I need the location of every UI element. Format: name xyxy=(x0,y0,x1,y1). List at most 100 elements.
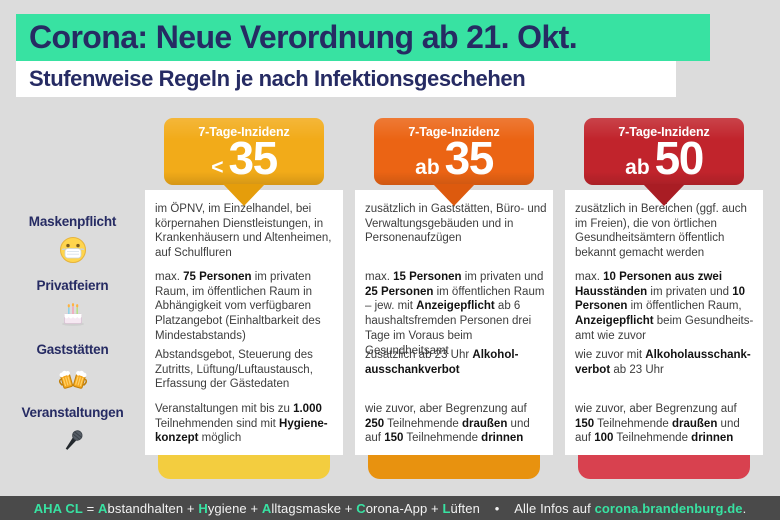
text-segment: drinnen xyxy=(691,432,734,445)
header-title: 7-Tage-Inzidenz xyxy=(198,125,290,139)
text-segment: C xyxy=(356,500,366,516)
text-segment: 250 xyxy=(365,417,385,430)
text-segment: draußen xyxy=(671,417,718,430)
row-label-veranstaltungen: Veranstaltungen xyxy=(21,405,124,420)
rule-cell-gaststaetten: Abstandsgebot, Steuerung des Zutritts, L… xyxy=(155,348,337,392)
birthday-cake-icon xyxy=(0,300,145,328)
incidence-column-ab-35: zusätzlich in Gaststätten, Büro- und Ver… xyxy=(355,118,553,484)
text-segment: 25 Personen xyxy=(365,285,434,298)
text-segment: A xyxy=(98,500,108,516)
text-segment: Teilnehmende xyxy=(613,432,692,445)
incidence-column-under-35: im ÖPNV, im Einzelhandel, bei körpernahe… xyxy=(145,118,343,484)
header-title: 7-Tage-Inzidenz xyxy=(408,125,500,139)
text-segment: corona.brandenburg.de xyxy=(594,500,743,516)
text-segment: L xyxy=(442,500,451,516)
header-pointer xyxy=(643,184,685,206)
text-segment: 150 xyxy=(384,432,404,445)
text-segment: 10 Per­sonen xyxy=(575,285,746,313)
text-segment: wie zuvor, aber Begrenzung auf xyxy=(365,403,527,415)
text-segment: = xyxy=(82,500,99,516)
text-segment: wie zuvor mit xyxy=(575,349,646,361)
row-label-privatfeiern: Privatfeiern xyxy=(36,278,109,293)
text-segment: bstandhalten + xyxy=(107,500,199,516)
microphone-icon xyxy=(0,427,145,455)
text-segment: 1.000 xyxy=(293,403,322,415)
text-segment: Teilnehmende xyxy=(403,432,482,445)
text-segment: beim Gesundheits­amt wie zuvor xyxy=(575,315,754,342)
incidence-value: ab 35 xyxy=(374,132,534,184)
text-segment: und auf xyxy=(575,417,740,445)
text-segment: zusätzlich in Gaststätten, Büro- und Ver… xyxy=(365,203,547,245)
text-segment: ygiene + xyxy=(207,500,262,516)
text-segment: wie zuvor, aber Begrenzung auf xyxy=(575,403,737,415)
text-segment: 150 xyxy=(575,417,595,430)
text-segment: möglich xyxy=(198,432,242,445)
text-segment: orona-App + xyxy=(365,500,443,516)
text-segment: lltagsmaske + xyxy=(271,500,357,516)
rule-cell-privatfeiern: max. 15 Personen im privaten und 25 Pers… xyxy=(365,270,547,358)
rule-cell-maskenpflicht: zusätzlich in Gaststätten, Büro- und Ver… xyxy=(365,202,547,246)
header-title: 7-Tage-Inzidenz xyxy=(618,125,710,139)
rule-cell-veranstaltungen: wie zuvor, aber Begrenzung auf 150 Teiln… xyxy=(575,402,757,446)
subtitle-text: Stufenweise Regeln je nach Infektionsges… xyxy=(29,66,526,91)
value-number: 50 xyxy=(654,132,705,184)
row-label-gaststaetten: Gaststätten xyxy=(36,342,109,357)
rule-cell-privatfeiern: max. 75 Personen im privaten Raum, im öf… xyxy=(155,270,337,344)
text-segment: ab 6 haus­haltsfremden Personen drei Tag… xyxy=(365,300,532,357)
text-segment: im ÖPNV, im Einzelhandel, bei körpernahe… xyxy=(155,203,332,260)
column-header: 7-Tage-Inzidenz < 35 xyxy=(164,118,324,185)
value-number: 35 xyxy=(228,132,279,184)
text-segment: H xyxy=(198,500,208,516)
incidence-value: ab 50 xyxy=(584,132,744,184)
rule-cell-privatfeiern: max. 10 Personen aus zwei Haus­ständen i… xyxy=(575,270,757,344)
text-segment: Anzeigepflicht xyxy=(575,315,654,328)
text-segment: im privaten Raum, im öffentlichen Raum i… xyxy=(155,271,321,342)
incidence-column-ab-50: zusätzlich in Bereichen (ggf. auch im Fr… xyxy=(565,118,763,484)
main-title: Corona: Neue Verordnung ab 21. Okt. xyxy=(29,19,578,55)
text-segment: zusätzlich ab 23 Uhr xyxy=(365,349,473,361)
text-segment: 100 xyxy=(594,432,614,445)
rules-card: zusätzlich in Gaststätten, Büro- und Ver… xyxy=(355,190,553,455)
rule-cell-gaststaetten: zusätzlich ab 23 Uhr Alkohol­ausschankve… xyxy=(365,348,547,377)
footer-text: AHA CL = Abstandhalten + Hygiene + Allta… xyxy=(34,501,747,516)
text-segment: Alkoholausschank­verbot xyxy=(575,349,751,376)
rule-cell-gaststaetten: wie zuvor mit Alkoholausschank­verbot ab… xyxy=(575,348,757,377)
text-segment: max. xyxy=(365,271,394,283)
value-prefix: < xyxy=(211,156,224,179)
text-segment: und auf xyxy=(365,417,530,445)
text-segment: • xyxy=(479,500,515,516)
text-segment: 75 Personen xyxy=(183,271,252,283)
rule-cell-veranstaltungen: Veranstaltungen mit bis zu 1.000 Teilneh… xyxy=(155,402,337,446)
text-segment: 10 Personen aus zwei Haus­ständen xyxy=(575,271,723,298)
text-segment: Alkohol­ausschankverbot xyxy=(365,349,519,376)
text-segment: max. xyxy=(155,271,184,283)
value-number: 35 xyxy=(444,132,495,184)
text-segment: im öffentlichen Raum – jew. mit xyxy=(365,285,545,313)
text-segment: Alle Infos auf xyxy=(514,500,595,516)
rule-cell-maskenpflicht: zusätzlich in Bereichen (ggf. auch im Fr… xyxy=(575,202,757,261)
text-segment: ab 23 Uhr xyxy=(610,363,664,376)
text-segment: AHA CL xyxy=(33,500,83,516)
subtitle-box: Stufenweise Regeln je nach Infektionsges… xyxy=(16,61,676,97)
beer-mugs-icon xyxy=(0,364,145,392)
rules-card: zusätzlich in Bereichen (ggf. auch im Fr… xyxy=(565,190,763,455)
column-header: 7-Tage-Inzidenz ab 50 xyxy=(584,118,744,185)
text-segment: Teilnehmende xyxy=(594,417,672,430)
face-mask-icon xyxy=(0,236,145,264)
row-label-maskenpflicht: Maskenpflicht xyxy=(28,214,117,229)
text-segment: drinnen xyxy=(481,432,524,445)
text-segment: im privaten und xyxy=(647,285,733,298)
text-segment: draußen xyxy=(461,417,508,430)
footer-bar: AHA CL = Abstandhalten + Hygiene + Allta… xyxy=(0,496,780,520)
value-prefix: ab xyxy=(415,156,440,179)
rule-cell-veranstaltungen: wie zuvor, aber Begrenzung auf 250 Teiln… xyxy=(365,402,547,446)
text-segment: üften xyxy=(450,500,480,516)
column-header: 7-Tage-Inzidenz ab 35 xyxy=(374,118,534,185)
text-segment: . xyxy=(742,500,747,516)
text-segment: Hygiene­konzept xyxy=(155,417,328,445)
text-segment: im privaten und xyxy=(461,271,544,283)
value-prefix: ab xyxy=(625,156,650,179)
incidence-value: < 35 xyxy=(164,132,324,184)
text-segment: 15 Personen xyxy=(393,271,462,283)
